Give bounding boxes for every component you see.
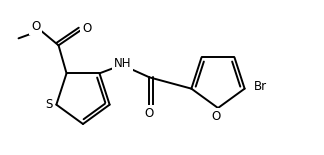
Text: NH: NH	[114, 57, 131, 70]
Text: Br: Br	[254, 80, 267, 93]
Text: O: O	[211, 109, 221, 122]
Text: S: S	[46, 98, 53, 111]
Text: O: O	[31, 20, 40, 33]
Text: O: O	[82, 22, 91, 35]
Text: O: O	[145, 107, 154, 120]
